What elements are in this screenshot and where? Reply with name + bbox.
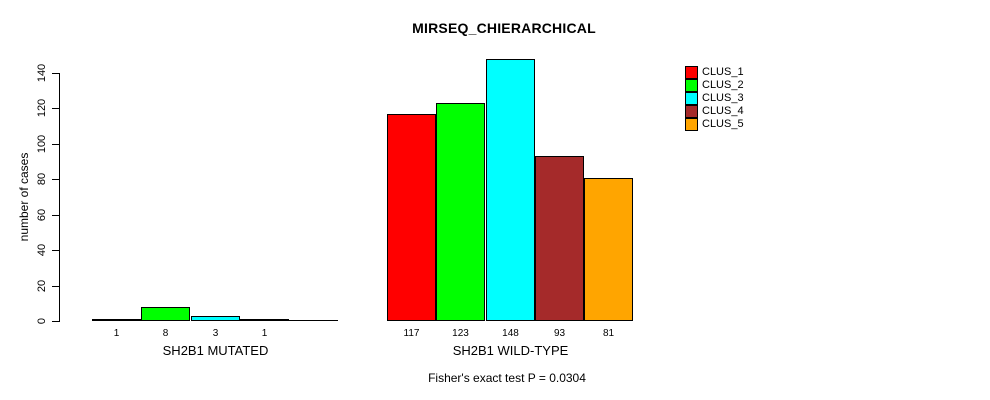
bar <box>535 156 584 321</box>
bar <box>584 178 633 321</box>
legend-swatch <box>685 92 698 105</box>
group-label: SH2B1 MUTATED <box>162 343 269 358</box>
bar <box>289 320 338 321</box>
legend-item: CLUS_3 <box>685 92 744 105</box>
bar-value-label: 117 <box>403 328 420 339</box>
y-axis-tick <box>52 286 59 287</box>
y-tick-label: 80 <box>36 172 48 186</box>
y-axis-tick <box>52 144 59 145</box>
bar-value-label: 123 <box>452 328 469 339</box>
bar <box>486 59 535 321</box>
bar-value-label: 1 <box>261 328 268 339</box>
bar <box>436 103 485 321</box>
bar <box>387 114 436 321</box>
bar-value-label: 3 <box>212 328 219 339</box>
legend-swatch <box>685 79 698 92</box>
y-tick-label: 40 <box>36 243 48 257</box>
y-axis-tick <box>52 321 59 322</box>
bar-value-label: 93 <box>553 328 566 339</box>
bar-value-label: 148 <box>502 328 519 339</box>
y-tick-label: 100 <box>36 134 48 154</box>
legend-label: CLUS_4 <box>702 105 744 117</box>
legend-label: CLUS_5 <box>702 118 744 130</box>
bar <box>191 316 240 321</box>
y-axis-line <box>59 73 60 322</box>
legend-item: CLUS_4 <box>685 105 744 118</box>
legend-swatch <box>685 118 698 131</box>
legend: CLUS_1 CLUS_2 CLUS_3 CLUS_4 CLUS_5 <box>685 66 744 131</box>
y-axis-title: number of cases <box>17 152 31 242</box>
legend-item: CLUS_5 <box>685 118 744 131</box>
legend-label: CLUS_2 <box>702 79 744 91</box>
legend-item: CLUS_2 <box>685 79 744 92</box>
y-tick-label: 20 <box>36 279 48 293</box>
y-axis-tick <box>52 73 59 74</box>
legend-swatch <box>685 66 698 79</box>
bar-value-label: 81 <box>602 328 615 339</box>
y-axis-tick <box>52 215 59 216</box>
bar-value-label: 8 <box>162 328 169 339</box>
fisher-test-caption: Fisher's exact test P = 0.0304 <box>428 371 586 385</box>
bar-value-label: 1 <box>113 328 120 339</box>
group-label: SH2B1 WILD-TYPE <box>452 343 569 358</box>
legend-label: CLUS_1 <box>702 66 744 78</box>
y-axis-tick <box>52 179 59 180</box>
y-tick-label: 60 <box>36 208 48 222</box>
y-tick-label: 140 <box>36 63 48 83</box>
bar <box>92 319 141 321</box>
legend-swatch <box>685 105 698 118</box>
y-tick-label: 0 <box>36 317 48 325</box>
bar <box>141 307 190 321</box>
y-tick-label: 120 <box>36 98 48 118</box>
bar <box>240 319 289 321</box>
y-axis-tick <box>52 250 59 251</box>
legend-item: CLUS_1 <box>685 66 744 79</box>
y-axis-tick <box>52 108 59 109</box>
legend-label: CLUS_3 <box>702 92 744 104</box>
chart-title: MIRSEQ_CHIERARCHICAL <box>412 20 596 36</box>
